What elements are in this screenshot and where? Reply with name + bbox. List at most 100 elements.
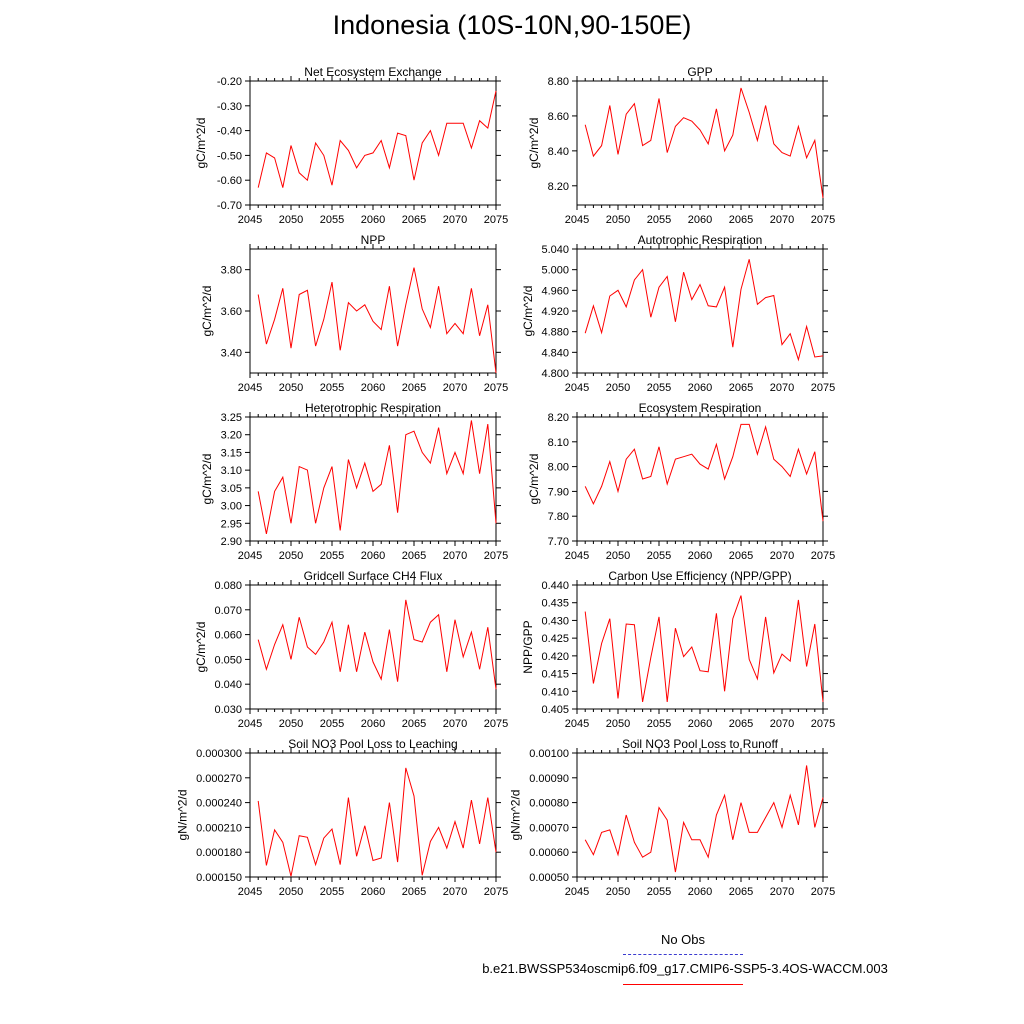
y-tick-label: 2.90 [221,536,242,548]
x-tick-label: 2045 [238,382,262,394]
y-tick-label: 0.000210 [196,822,242,834]
y-tick-label: 0.440 [541,580,569,592]
y-tick-label: 0.060 [214,630,242,642]
y-tick-label: 3.00 [221,501,242,513]
chart-panel: Heterotrophic Respiration 2.90 2.95 3.00 3.0… [200,401,508,562]
y-tick-label: 0.040 [214,679,242,691]
x-tick-label: 2070 [443,382,467,394]
chart-panel: Soil NO3 Pool Loss to Runoff 0.00050 0.000… [509,737,836,898]
series-line [257,599,497,690]
y-axis-label: gN/m^2/d [175,790,189,841]
y-tick-label: 8.80 [548,76,569,88]
y-axis-label: gC/m^2/d [200,286,214,337]
y-tick-label: 8.10 [548,437,569,449]
y-tick-label: 0.00090 [529,773,569,785]
y-tick-label: 0.070 [214,605,242,617]
y-tick-label: 3.80 [221,265,242,277]
y-axis-label: gC/m^2/d [527,118,541,169]
x-tick-label: 2070 [443,886,467,898]
x-tick-label: 2075 [811,718,835,730]
x-tick-label: 2075 [811,214,835,226]
chart-panel: Net Ecosystem Exchange -0.70 -0.60 -0.50 -0.… [194,65,508,226]
y-tick-label: 0.00070 [529,822,569,834]
x-tick-label: 2050 [279,550,303,562]
x-tick-label: 2070 [770,382,794,394]
y-tick-label: 0.050 [214,654,242,666]
x-tick-label: 2075 [811,886,835,898]
x-tick-label: 2060 [688,550,712,562]
x-tick-label: 2075 [811,550,835,562]
x-tick-label: 2075 [484,886,508,898]
plot-frame [249,584,497,710]
y-tick-label: 7.70 [548,536,569,548]
x-tick-label: 2065 [402,718,426,730]
y-tick-label: 5.040 [541,244,569,256]
series-line [584,595,824,702]
y-axis-label: gC/m^2/d [527,454,541,505]
x-tick-label: 2060 [688,214,712,226]
x-tick-label: 2045 [238,886,262,898]
x-tick-label: 2045 [565,550,589,562]
chart-panel: Gridcell Surface CH4 Flux 0.030 0.040 0.050… [194,569,508,730]
y-tick-label: -0.40 [217,126,242,138]
plot-frame [576,248,824,374]
y-tick-label: 4.840 [541,347,569,359]
y-tick-label: 4.960 [541,285,569,297]
y-tick-label: 5.000 [541,265,569,277]
x-tick-label: 2070 [770,550,794,562]
legend-case-line [623,984,743,985]
x-tick-label: 2060 [361,214,385,226]
y-tick-label: 0.405 [541,704,569,716]
x-tick-label: 2060 [688,718,712,730]
x-tick-label: 2045 [238,214,262,226]
x-tick-label: 2055 [647,382,671,394]
y-tick-label: 3.20 [221,430,242,442]
y-tick-label: 3.60 [221,306,242,318]
x-tick-label: 2065 [729,718,753,730]
chart-panel: Ecosystem Respiration 7.70 7.80 7.90 8.00 8.1… [527,401,835,562]
y-tick-label: 0.420 [541,651,569,663]
y-tick-label: 0.080 [214,580,242,592]
series-line [257,90,497,188]
x-tick-label: 2050 [279,382,303,394]
x-tick-label: 2070 [443,718,467,730]
page-title: Indonesia (10S-10N,90-150E) [332,10,692,40]
plot-frame [249,416,497,542]
y-tick-label: 0.000150 [196,872,242,884]
y-tick-label: 8.00 [548,462,569,474]
y-tick-label: 3.10 [221,465,242,477]
y-tick-label: 7.90 [548,486,569,498]
x-tick-label: 2060 [361,382,385,394]
y-tick-label: 7.80 [548,511,569,523]
chart-title: GPP [687,65,712,79]
y-tick-label: -0.50 [217,150,242,162]
series-line [257,420,497,534]
y-axis-label: gC/m^2/d [200,454,214,505]
y-tick-label: 0.00050 [529,872,569,884]
x-tick-label: 2075 [484,550,508,562]
y-tick-label: 3.40 [221,347,242,359]
y-tick-label: 3.25 [221,412,242,424]
y-tick-label: 3.05 [221,483,242,495]
x-tick-label: 2075 [811,382,835,394]
y-tick-label: 0.430 [541,615,569,627]
x-tick-label: 2055 [647,718,671,730]
x-tick-label: 2050 [606,550,630,562]
chart-panel: Carbon Use Efficiency (NPP/GPP) 0.405 0.41… [521,569,835,730]
chart-title: Carbon Use Efficiency (NPP/GPP) [608,569,791,583]
series-line [584,765,824,873]
y-tick-label: 0.000270 [196,773,242,785]
x-tick-label: 2055 [320,718,344,730]
y-tick-label: 0.435 [541,598,569,610]
x-tick-label: 2060 [361,550,385,562]
x-tick-label: 2075 [484,382,508,394]
x-tick-label: 2070 [443,214,467,226]
x-tick-label: 2055 [647,214,671,226]
x-tick-label: 2050 [279,886,303,898]
x-tick-label: 2065 [402,214,426,226]
x-tick-label: 2050 [606,718,630,730]
plot-frame [576,584,824,710]
x-tick-label: 2055 [647,550,671,562]
x-tick-label: 2065 [729,550,753,562]
x-tick-label: 2055 [320,550,344,562]
